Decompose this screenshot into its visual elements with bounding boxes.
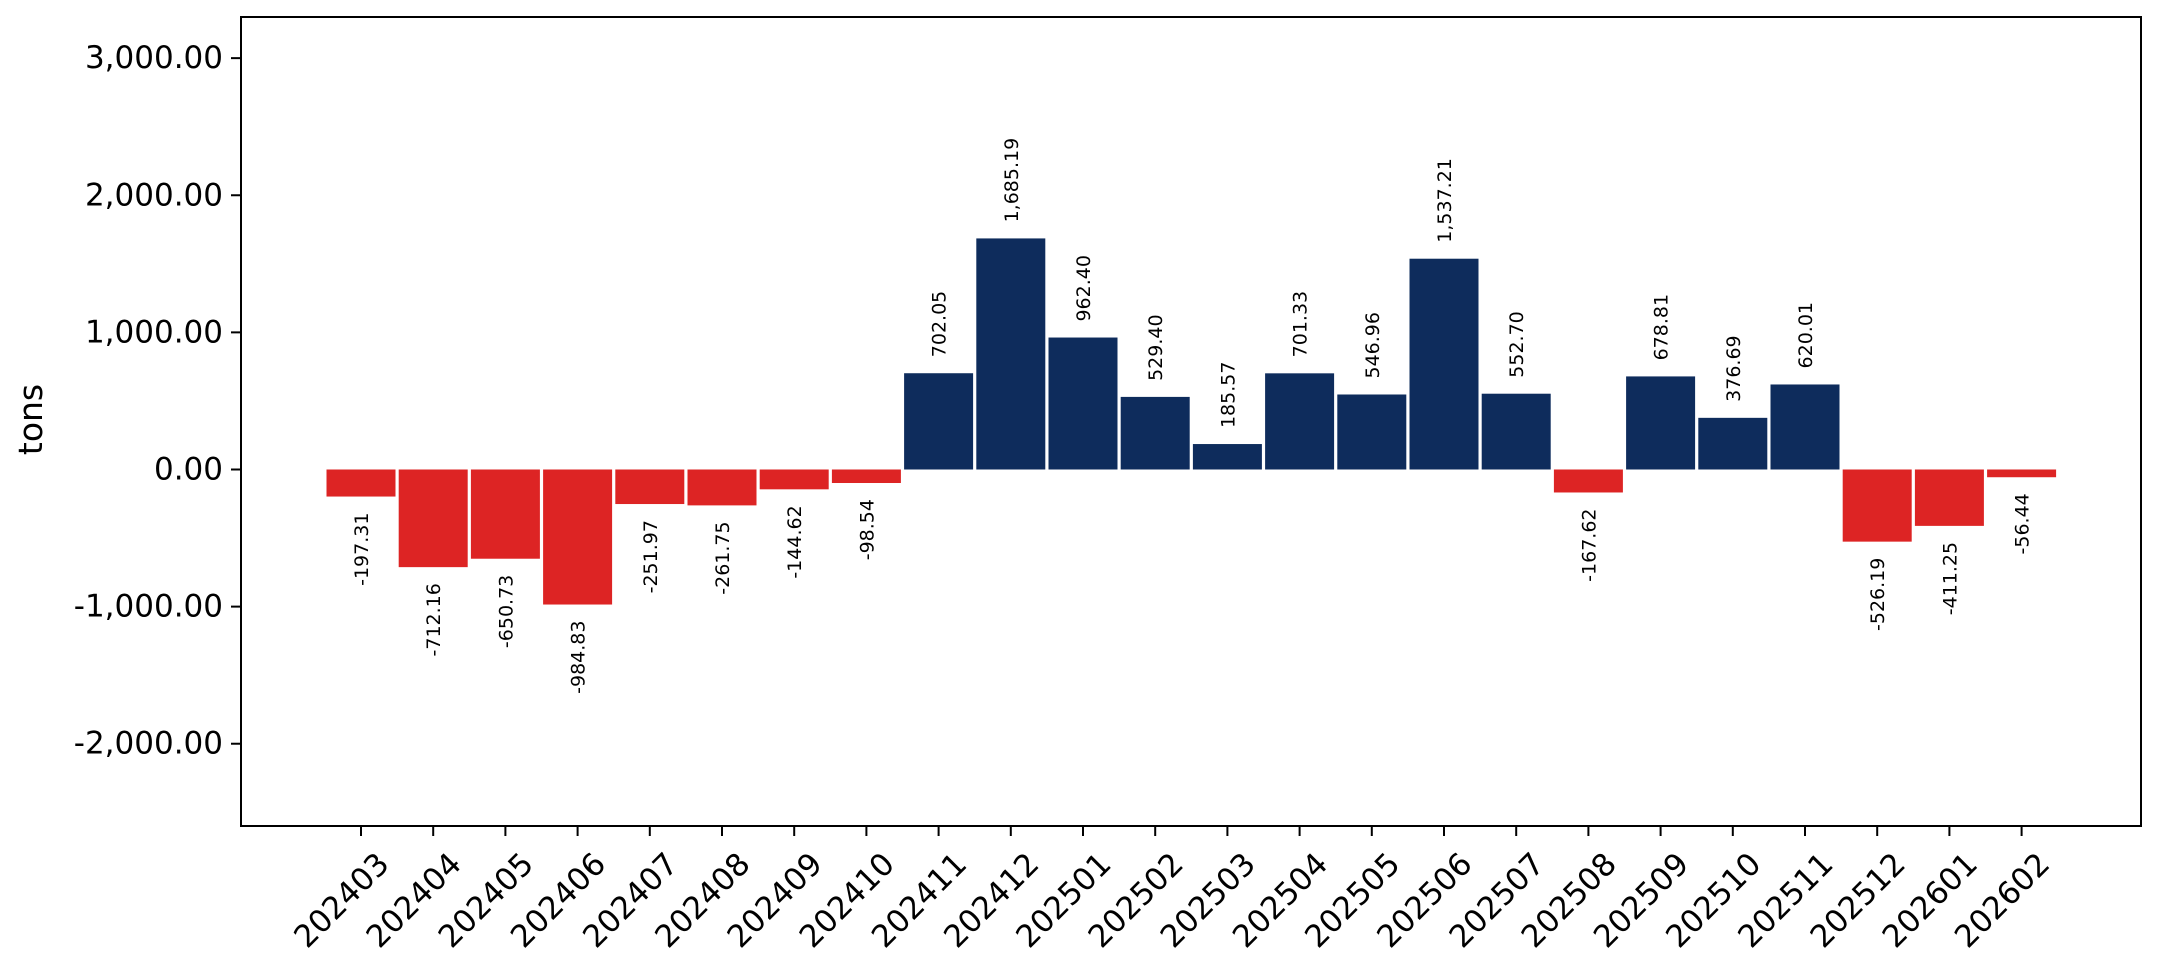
- data-label: 678.81: [1651, 294, 1673, 360]
- data-label: -251.97: [640, 520, 662, 593]
- data-label: 620.01: [1795, 302, 1817, 368]
- bar: [688, 469, 757, 505]
- data-label: -197.31: [351, 513, 373, 586]
- data-label: 701.33: [1290, 291, 1312, 357]
- data-label: 962.40: [1073, 255, 1095, 321]
- data-label: -261.75: [712, 521, 734, 594]
- bar: [1626, 376, 1695, 469]
- data-label: -712.16: [423, 583, 445, 656]
- y-tick-label: 1,000.00: [85, 314, 223, 350]
- data-label: 185.57: [1217, 362, 1239, 428]
- x-axis: 2024032024042024052024062024072024082024…: [287, 826, 2057, 955]
- bar: [1771, 384, 1840, 469]
- y-axis-label: tons: [11, 384, 50, 455]
- bar: [1915, 469, 1984, 525]
- bar: [904, 373, 973, 469]
- bar: [832, 469, 901, 483]
- bar: [1410, 259, 1479, 470]
- bars-layer: [327, 238, 2057, 604]
- y-tick-label: 2,000.00: [85, 177, 223, 213]
- bar: [543, 469, 612, 604]
- data-label: 546.96: [1362, 312, 1384, 378]
- bar: [1337, 394, 1406, 469]
- data-label: -98.54: [856, 499, 878, 560]
- bar: [1843, 469, 1912, 541]
- data-label: 702.05: [929, 291, 951, 357]
- y-tick-label: 3,000.00: [85, 40, 223, 76]
- data-label: 552.70: [1506, 311, 1528, 377]
- bar: [760, 469, 829, 489]
- bar: [1554, 469, 1623, 492]
- bar: [1049, 338, 1118, 470]
- y-tick-label: 0.00: [154, 451, 223, 487]
- bar: [471, 469, 540, 558]
- plot-frame: [241, 17, 2141, 826]
- data-label: -56.44: [2012, 493, 2034, 554]
- bar: [1121, 397, 1190, 470]
- data-label: 1,537.21: [1434, 158, 1456, 243]
- bar: [1482, 394, 1551, 470]
- data-label: 376.69: [1723, 335, 1745, 401]
- data-label: 1,685.19: [1001, 138, 1023, 223]
- data-label: 529.40: [1145, 314, 1167, 380]
- data-label: -984.83: [568, 621, 590, 694]
- y-tick-label: -2,000.00: [74, 726, 223, 762]
- y-axis: -2,000.00 -1,000.00 0.00 1,000.00 2,000.00 3,…: [74, 40, 241, 762]
- data-label: -411.25: [1939, 542, 1961, 615]
- data-label: -167.62: [1578, 508, 1600, 581]
- bar: [1698, 418, 1767, 470]
- data-label: -144.62: [784, 505, 806, 578]
- data-label: -526.19: [1867, 558, 1889, 631]
- bar: [1265, 373, 1334, 469]
- bar: [1193, 444, 1262, 469]
- bar: [327, 469, 396, 496]
- bar: [976, 238, 1045, 469]
- bar: [1987, 469, 2056, 477]
- data-label: -650.73: [495, 575, 517, 648]
- y-tick-label: -1,000.00: [74, 589, 223, 625]
- bar: [615, 469, 684, 504]
- bar: [399, 469, 468, 567]
